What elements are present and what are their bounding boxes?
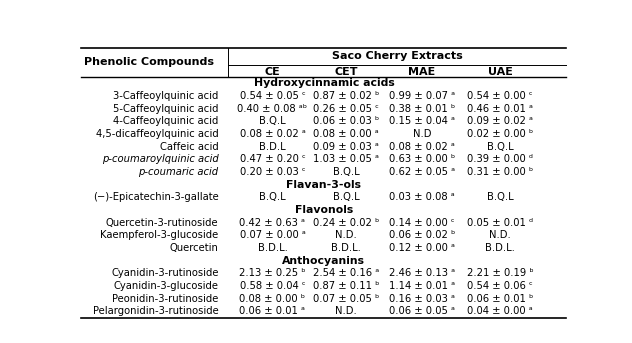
Text: 0.15 ± 0.04 ᵃ: 0.15 ± 0.04 ᵃ (389, 116, 455, 126)
Text: 0.07 ± 0.05 ᵇ: 0.07 ± 0.05 ᵇ (313, 294, 379, 304)
Text: N.D: N.D (413, 129, 431, 139)
Text: 0.14 ± 0.00 ᶜ: 0.14 ± 0.00 ᶜ (389, 217, 454, 228)
Text: 0.46 ± 0.01 ᵃ: 0.46 ± 0.01 ᵃ (467, 104, 533, 114)
Text: 0.31 ± 0.00 ᵇ: 0.31 ± 0.00 ᵇ (467, 167, 533, 177)
Text: Peonidin-3-rutinoside: Peonidin-3-rutinoside (112, 294, 219, 304)
Text: 0.08 ± 0.00 ᵇ: 0.08 ± 0.00 ᵇ (240, 294, 305, 304)
Text: 0.62 ± 0.05 ᵃ: 0.62 ± 0.05 ᵃ (389, 167, 455, 177)
Text: B.D.L.: B.D.L. (485, 243, 515, 253)
Text: 0.06 ± 0.05 ᵃ: 0.06 ± 0.05 ᵃ (389, 306, 455, 316)
Text: 2.13 ± 0.25 ᵇ: 2.13 ± 0.25 ᵇ (239, 268, 306, 278)
Text: 3-Caffeoylquinic acid: 3-Caffeoylquinic acid (113, 91, 219, 101)
Text: p-coumaroylquinic acid: p-coumaroylquinic acid (102, 154, 219, 164)
Text: p-coumaric acid: p-coumaric acid (138, 167, 219, 177)
Text: MAE: MAE (408, 67, 435, 77)
Text: 5-Caffeoylquinic acid: 5-Caffeoylquinic acid (113, 104, 219, 114)
Text: 0.63 ± 0.00 ᵇ: 0.63 ± 0.00 ᵇ (389, 154, 455, 164)
Text: B.Q.L: B.Q.L (259, 116, 286, 126)
Text: 0.16 ± 0.03 ᵃ: 0.16 ± 0.03 ᵃ (389, 294, 455, 304)
Text: Anthocyanins: Anthocyanins (283, 256, 365, 265)
Text: (−)-Epicatechin-3-gallate: (−)-Epicatechin-3-gallate (93, 192, 219, 202)
Text: 0.02 ± 0.00 ᵇ: 0.02 ± 0.00 ᵇ (467, 129, 533, 139)
Text: 4,5-dicaffeoylquinic acid: 4,5-dicaffeoylquinic acid (96, 129, 219, 139)
Text: 1.03 ± 0.05 ᵃ: 1.03 ± 0.05 ᵃ (313, 154, 379, 164)
Text: B.Q.L: B.Q.L (332, 167, 359, 177)
Text: Saco Cherry Extracts: Saco Cherry Extracts (332, 51, 463, 61)
Text: 0.54 ± 0.00 ᶜ: 0.54 ± 0.00 ᶜ (468, 91, 533, 101)
Text: Quercetin-3-rutinoside: Quercetin-3-rutinoside (106, 217, 219, 228)
Text: Quercetin: Quercetin (170, 243, 219, 253)
Text: 0.42 ± 0.63 ᵃ: 0.42 ± 0.63 ᵃ (240, 217, 305, 228)
Text: 0.54 ± 0.06 ᶜ: 0.54 ± 0.06 ᶜ (467, 281, 533, 291)
Text: UAE: UAE (488, 67, 513, 77)
Text: 0.06 ± 0.02 ᵇ: 0.06 ± 0.02 ᵇ (389, 230, 455, 240)
Text: 1.14 ± 0.01 ᵃ: 1.14 ± 0.01 ᵃ (389, 281, 455, 291)
Text: 0.24 ± 0.02 ᵇ: 0.24 ± 0.02 ᵇ (313, 217, 379, 228)
Text: B.D.L.: B.D.L. (257, 243, 288, 253)
Text: Flavonols: Flavonols (295, 205, 353, 215)
Text: CE: CE (265, 67, 281, 77)
Text: 0.26 ± 0.05 ᶜ: 0.26 ± 0.05 ᶜ (313, 104, 379, 114)
Text: 0.87 ± 0.11 ᵇ: 0.87 ± 0.11 ᵇ (313, 281, 379, 291)
Text: N.D.: N.D. (489, 230, 511, 240)
Text: 0.58 ± 0.04 ᶜ: 0.58 ± 0.04 ᶜ (240, 281, 305, 291)
Text: 0.47 ± 0.20 ᶜ: 0.47 ± 0.20 ᶜ (240, 154, 305, 164)
Text: 0.39 ± 0.00 ᵈ: 0.39 ± 0.00 ᵈ (467, 154, 533, 164)
Text: 0.08 ± 0.00 ᵃ: 0.08 ± 0.00 ᵃ (313, 129, 379, 139)
Text: CET: CET (334, 67, 358, 77)
Text: B.Q.L: B.Q.L (487, 142, 514, 152)
Text: Flavan-3-ols: Flavan-3-ols (286, 180, 362, 190)
Text: N.D.: N.D. (335, 230, 357, 240)
Text: B.Q.L: B.Q.L (259, 192, 286, 202)
Text: 0.06 ± 0.01 ᵇ: 0.06 ± 0.01 ᵇ (467, 294, 533, 304)
Text: 0.05 ± 0.01 ᵈ: 0.05 ± 0.01 ᵈ (467, 217, 533, 228)
Text: 2.46 ± 0.13 ᵃ: 2.46 ± 0.13 ᵃ (389, 268, 455, 278)
Text: 0.06 ± 0.01 ᵃ: 0.06 ± 0.01 ᵃ (240, 306, 305, 316)
Text: 0.08 ± 0.02 ᵃ: 0.08 ± 0.02 ᵃ (389, 142, 455, 152)
Text: Cyanidin-3-glucoside: Cyanidin-3-glucoside (114, 281, 219, 291)
Text: B.Q.L: B.Q.L (487, 192, 514, 202)
Text: Hydroxycinnamic acids: Hydroxycinnamic acids (253, 78, 394, 88)
Text: Cyanidin-3-rutinoside: Cyanidin-3-rutinoside (111, 268, 219, 278)
Text: 0.06 ± 0.03 ᵇ: 0.06 ± 0.03 ᵇ (313, 116, 379, 126)
Text: B.Q.L: B.Q.L (332, 192, 359, 202)
Text: 0.03 ± 0.08 ᵃ: 0.03 ± 0.08 ᵃ (389, 192, 455, 202)
Text: 0.12 ± 0.00 ᵃ: 0.12 ± 0.00 ᵃ (389, 243, 455, 253)
Text: 2.21 ± 0.19 ᵇ: 2.21 ± 0.19 ᵇ (467, 268, 533, 278)
Text: Caffeic acid: Caffeic acid (160, 142, 219, 152)
Text: B.D.L.: B.D.L. (331, 243, 361, 253)
Text: N.D.: N.D. (335, 306, 357, 316)
Text: 0.87 ± 0.02 ᵇ: 0.87 ± 0.02 ᵇ (313, 91, 379, 101)
Text: 0.40 ± 0.08 ᵃᵇ: 0.40 ± 0.08 ᵃᵇ (238, 104, 308, 114)
Text: 0.38 ± 0.01 ᵇ: 0.38 ± 0.01 ᵇ (389, 104, 455, 114)
Text: 0.04 ± 0.00 ᵃ: 0.04 ± 0.00 ᵃ (467, 306, 533, 316)
Text: 0.09 ± 0.02 ᵃ: 0.09 ± 0.02 ᵃ (467, 116, 533, 126)
Text: 0.09 ± 0.03 ᵃ: 0.09 ± 0.03 ᵃ (313, 142, 379, 152)
Text: Kaempferol-3-glucoside: Kaempferol-3-glucoside (100, 230, 219, 240)
Text: Phenolic Compounds: Phenolic Compounds (84, 57, 214, 67)
Text: B.D.L: B.D.L (259, 142, 286, 152)
Text: Pelargonidin-3-rutinoside: Pelargonidin-3-rutinoside (93, 306, 219, 316)
Text: 2.54 ± 0.16 ᵃ: 2.54 ± 0.16 ᵃ (313, 268, 379, 278)
Text: 0.20 ± 0.03 ᶜ: 0.20 ± 0.03 ᶜ (240, 167, 305, 177)
Text: 0.08 ± 0.02 ᵃ: 0.08 ± 0.02 ᵃ (240, 129, 305, 139)
Text: 0.99 ± 0.07 ᵃ: 0.99 ± 0.07 ᵃ (389, 91, 455, 101)
Text: 0.54 ± 0.05 ᶜ: 0.54 ± 0.05 ᶜ (240, 91, 305, 101)
Text: 0.07 ± 0.00 ᵃ: 0.07 ± 0.00 ᵃ (240, 230, 305, 240)
Text: 4-Caffeoylquinic acid: 4-Caffeoylquinic acid (113, 116, 219, 126)
